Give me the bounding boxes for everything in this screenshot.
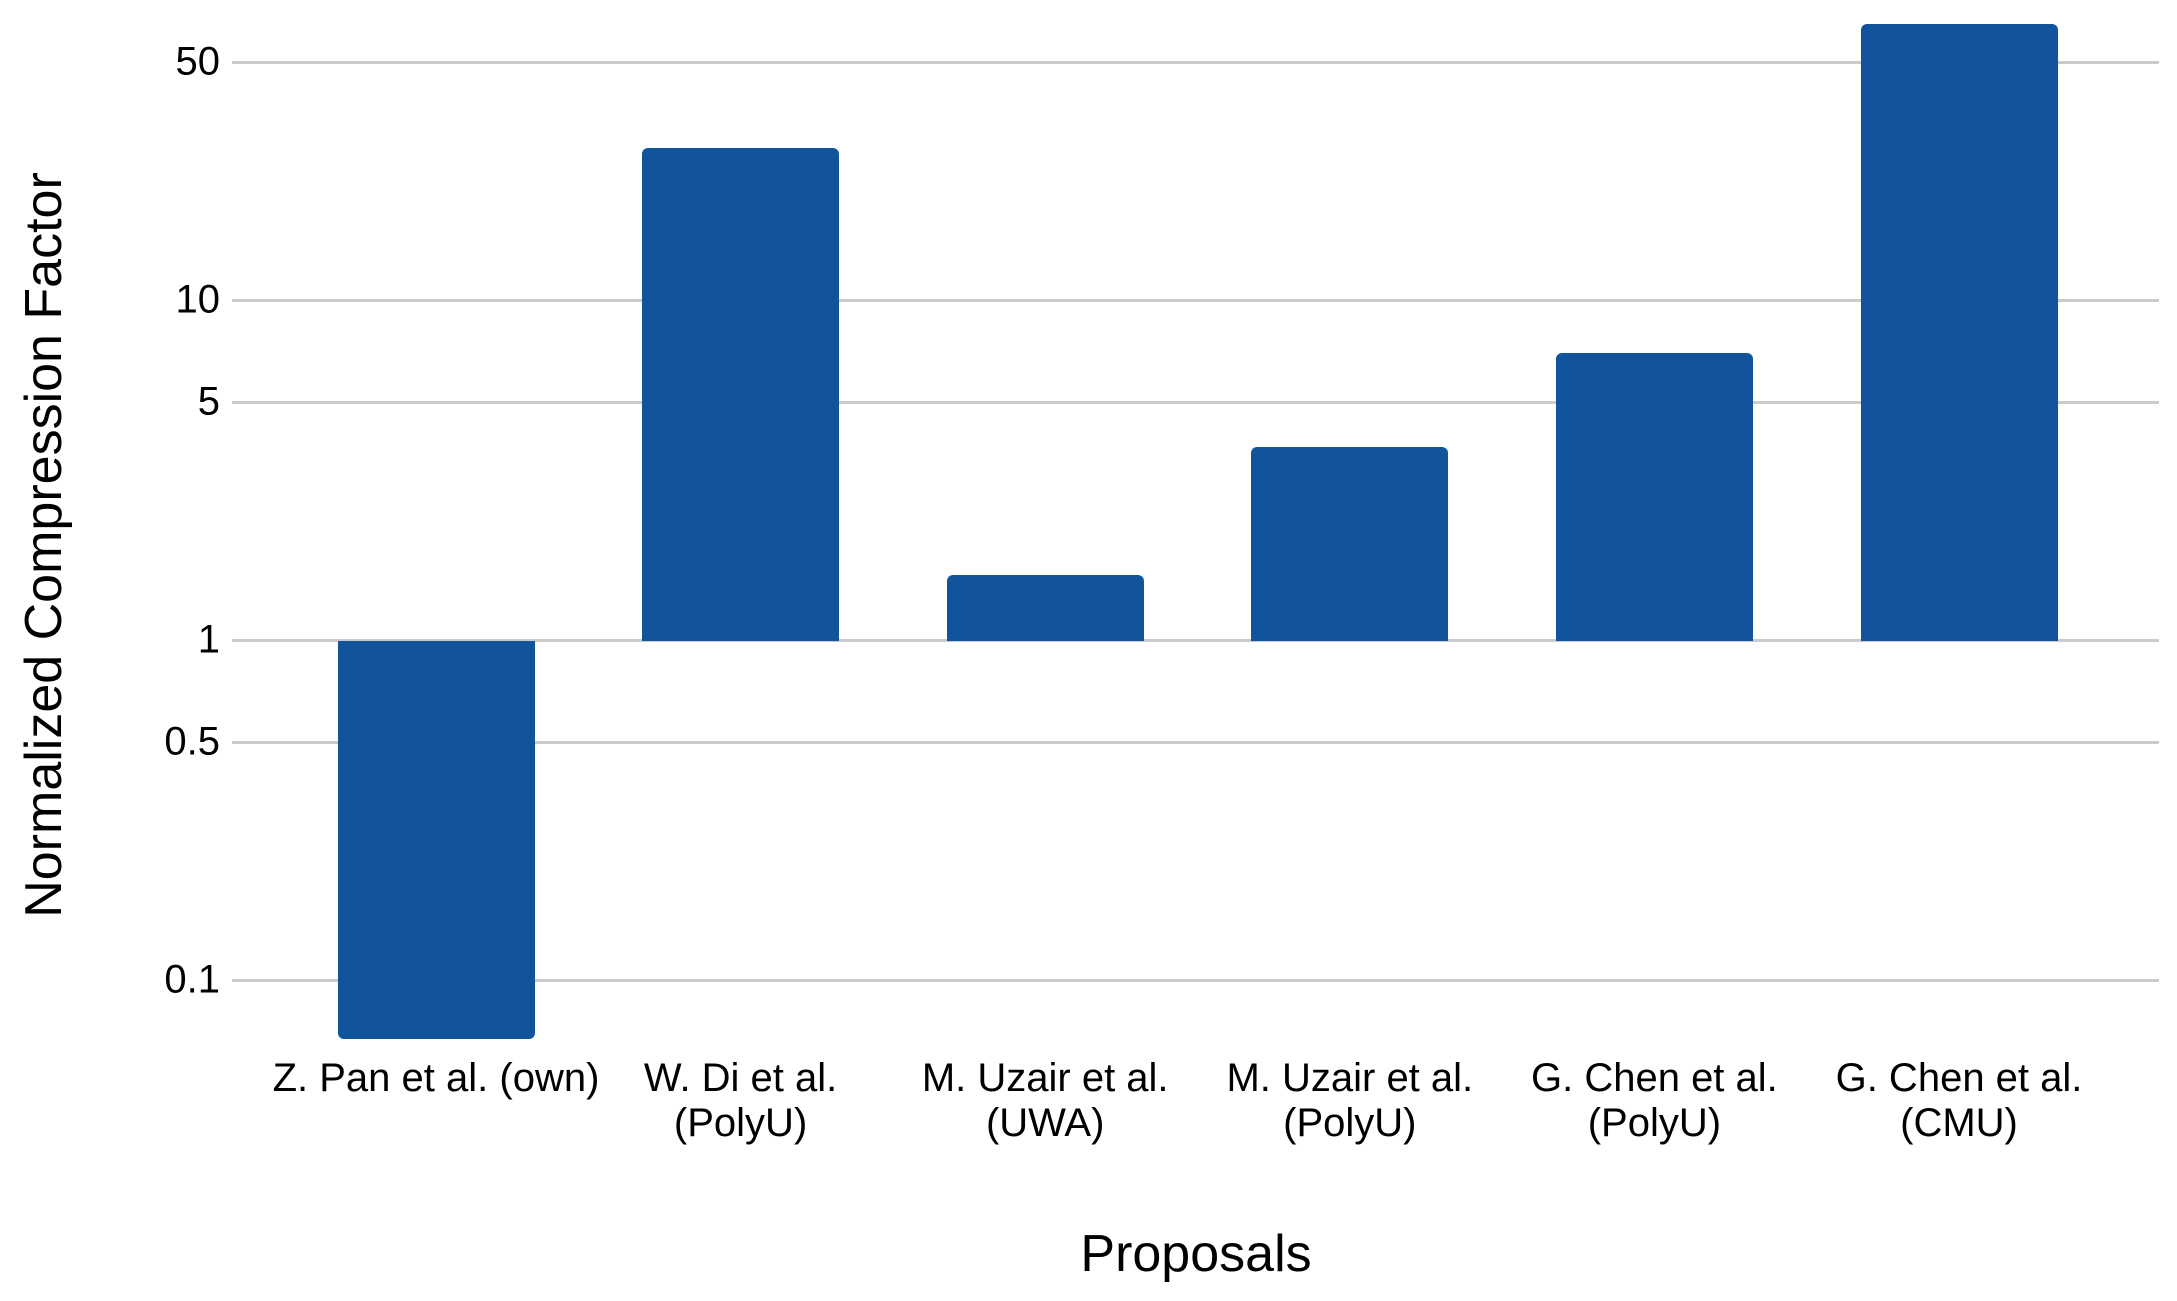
y-tick-label: 10	[175, 277, 221, 322]
x-tick-label-line: (PolyU)	[673, 1101, 808, 1145]
x-tick-label-line: M. Uzair et al.	[1226, 1056, 1474, 1100]
x-tick-label: G. Chen et al. (PolyU)	[1484, 1056, 1824, 1146]
gridline	[232, 400, 2159, 404]
bar	[337, 641, 535, 1040]
gridline	[232, 978, 2159, 982]
x-tick-label-line: (PolyU)	[1587, 1101, 1722, 1145]
x-tick-label-line: W. Di et al.	[643, 1056, 838, 1100]
x-axis-title: Proposals	[1080, 1225, 1312, 1283]
y-tick-label: 0.5	[164, 719, 220, 764]
x-tick-label-line: Z. Pan et al. (own)	[272, 1056, 600, 1100]
y-tick-label: 1	[197, 617, 220, 662]
gridline	[232, 740, 2159, 744]
bar	[1555, 352, 1753, 641]
bar	[1860, 23, 2058, 641]
x-tick-label-line: G. Chen et al.	[1530, 1056, 1778, 1100]
x-tick-label-line: G. Chen et al.	[1835, 1056, 2083, 1100]
x-tick-label: Z. Pan et al. (own)	[266, 1056, 606, 1101]
bar	[946, 575, 1144, 641]
x-tick-label: G. Chen et al. (CMU)	[1789, 1056, 2129, 1146]
x-tick-label: M. Uzair et al. (UWA)	[875, 1056, 1215, 1146]
gridline	[232, 298, 2159, 302]
bar	[642, 147, 840, 641]
x-tick-label: W. Di et al. (PolyU)	[571, 1056, 911, 1146]
x-tick-label: M. Uzair et al. (PolyU)	[1180, 1056, 1520, 1146]
y-tick-label: 50	[175, 39, 221, 84]
bar	[1251, 446, 1449, 641]
y-tick-label: 5	[197, 379, 220, 424]
x-tick-label-line: (UWA)	[985, 1101, 1105, 1145]
gridline	[232, 60, 2159, 64]
x-tick-label-line: M. Uzair et al.	[921, 1056, 1169, 1100]
gridline	[232, 638, 2159, 642]
x-tick-label-line: (CMU)	[1900, 1101, 2018, 1145]
x-tick-label-line: (PolyU)	[1283, 1101, 1417, 1145]
y-tick-label: 0.1	[164, 957, 220, 1002]
